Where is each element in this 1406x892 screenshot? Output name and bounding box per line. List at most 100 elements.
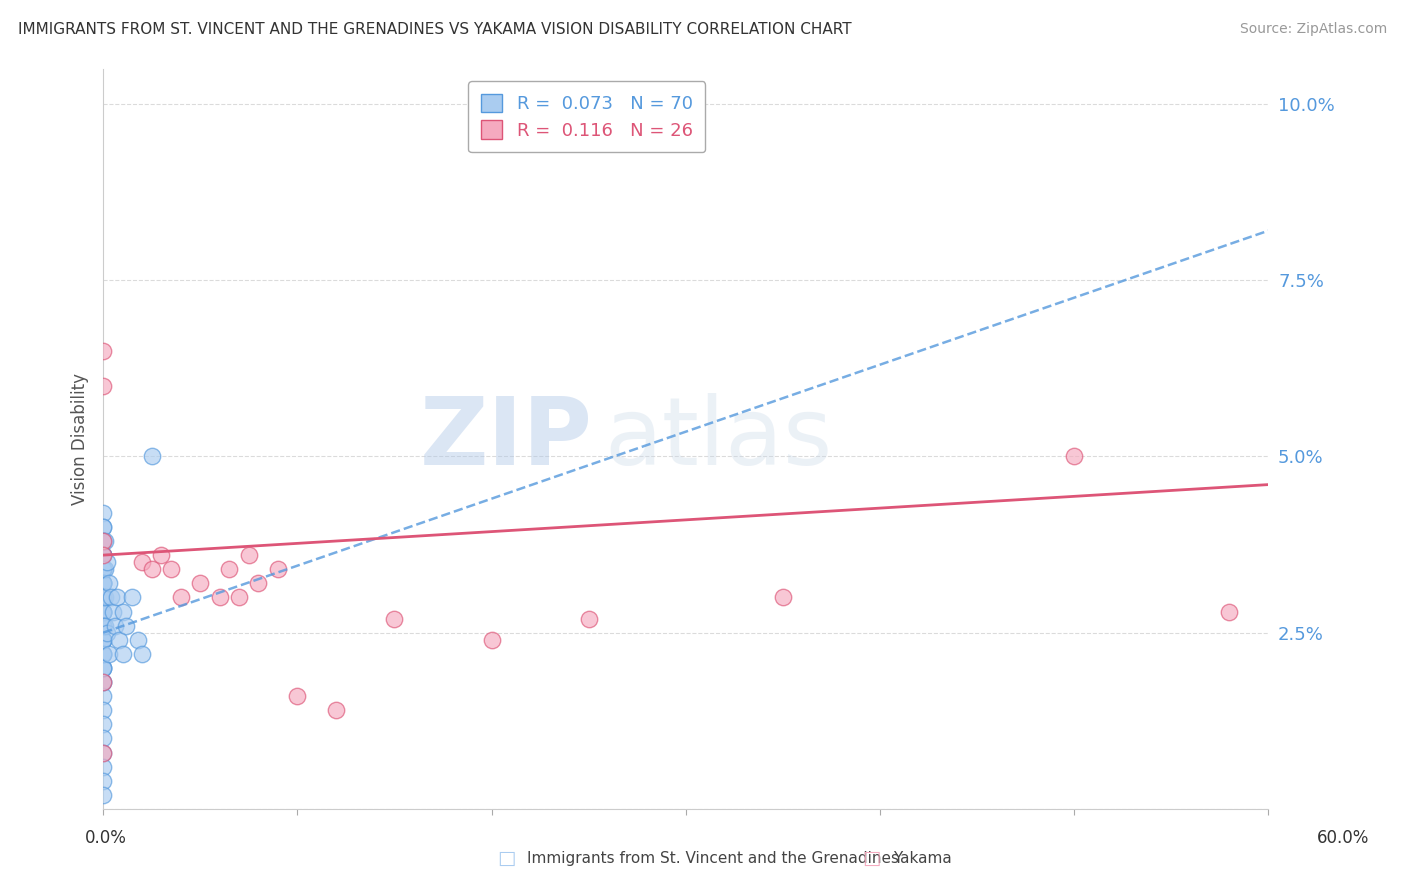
Text: Source: ZipAtlas.com: Source: ZipAtlas.com <box>1240 22 1388 37</box>
Point <box>91 675 114 690</box>
Point <box>91 506 114 520</box>
Text: atlas: atlas <box>605 392 832 484</box>
Point <box>91 661 114 675</box>
Point <box>150 548 173 562</box>
Point <box>91 562 114 576</box>
Y-axis label: Vision Disability: Vision Disability <box>72 373 89 505</box>
Point <box>91 675 114 690</box>
Point <box>91 731 114 746</box>
Text: ZIP: ZIP <box>419 392 592 484</box>
Point <box>91 520 114 534</box>
Point <box>131 555 153 569</box>
Point <box>91 548 114 562</box>
Point <box>91 520 114 534</box>
Point <box>91 534 114 549</box>
Point <box>97 576 120 591</box>
Point <box>97 647 120 661</box>
Point <box>218 562 240 576</box>
Point <box>121 591 143 605</box>
Point <box>91 760 114 774</box>
Point <box>384 611 406 625</box>
Point <box>91 661 114 675</box>
Point <box>772 591 794 605</box>
Point <box>578 611 600 625</box>
Point <box>91 379 114 393</box>
Point <box>96 625 118 640</box>
Text: 0.0%: 0.0% <box>84 829 127 847</box>
Point <box>111 647 134 661</box>
Point <box>170 591 193 605</box>
Point <box>91 562 114 576</box>
Point <box>325 703 347 717</box>
Point <box>94 618 117 632</box>
Point <box>1063 450 1085 464</box>
Legend: R =  0.073   N = 70, R =  0.116   N = 26: R = 0.073 N = 70, R = 0.116 N = 26 <box>468 81 706 153</box>
Point <box>107 632 129 647</box>
Text: Yakama: Yakama <box>893 851 952 865</box>
Point <box>105 591 128 605</box>
Point <box>91 591 114 605</box>
Point <box>238 548 260 562</box>
Point <box>94 562 117 576</box>
Point <box>247 576 270 591</box>
Point <box>91 562 114 576</box>
Point <box>228 591 250 605</box>
Point <box>100 591 122 605</box>
Point <box>91 548 114 562</box>
Point <box>91 534 114 549</box>
Point <box>91 605 114 619</box>
Point <box>104 618 127 632</box>
Point <box>91 618 114 632</box>
Point <box>91 591 114 605</box>
Point <box>91 717 114 731</box>
Text: 60.0%: 60.0% <box>1316 829 1369 847</box>
Point <box>141 450 163 464</box>
Point <box>91 675 114 690</box>
Point <box>91 788 114 802</box>
Point <box>91 576 114 591</box>
Point <box>91 618 114 632</box>
Point <box>91 562 114 576</box>
Point <box>91 661 114 675</box>
Point <box>91 647 114 661</box>
Point <box>141 562 163 576</box>
Point <box>160 562 183 576</box>
Point <box>91 632 114 647</box>
Point <box>91 548 114 562</box>
Point <box>91 689 114 703</box>
Point <box>91 605 114 619</box>
Point <box>91 534 114 549</box>
Point <box>267 562 290 576</box>
Point <box>91 576 114 591</box>
Point <box>91 591 114 605</box>
Point <box>91 343 114 358</box>
Point <box>96 555 118 569</box>
Point <box>208 591 231 605</box>
Point <box>91 746 114 760</box>
Point <box>91 618 114 632</box>
Point <box>481 632 503 647</box>
Point <box>94 534 117 549</box>
Text: Immigrants from St. Vincent and the Grenadines: Immigrants from St. Vincent and the Gren… <box>527 851 900 865</box>
Point <box>91 548 114 562</box>
Point <box>91 534 114 549</box>
Text: □: □ <box>862 848 882 868</box>
Point <box>115 618 138 632</box>
Point <box>91 618 114 632</box>
Point <box>127 632 149 647</box>
Point <box>131 647 153 661</box>
Point <box>285 689 308 703</box>
Point <box>91 576 114 591</box>
Point <box>111 605 134 619</box>
Point <box>91 703 114 717</box>
Text: IMMIGRANTS FROM ST. VINCENT AND THE GRENADINES VS YAKAMA VISION DISABILITY CORRE: IMMIGRANTS FROM ST. VINCENT AND THE GREN… <box>18 22 852 37</box>
Point <box>188 576 211 591</box>
Point <box>91 647 114 661</box>
Point <box>94 591 117 605</box>
Point <box>91 632 114 647</box>
Point <box>91 591 114 605</box>
Point <box>91 773 114 788</box>
Point <box>91 632 114 647</box>
Point <box>101 605 124 619</box>
Point <box>91 746 114 760</box>
